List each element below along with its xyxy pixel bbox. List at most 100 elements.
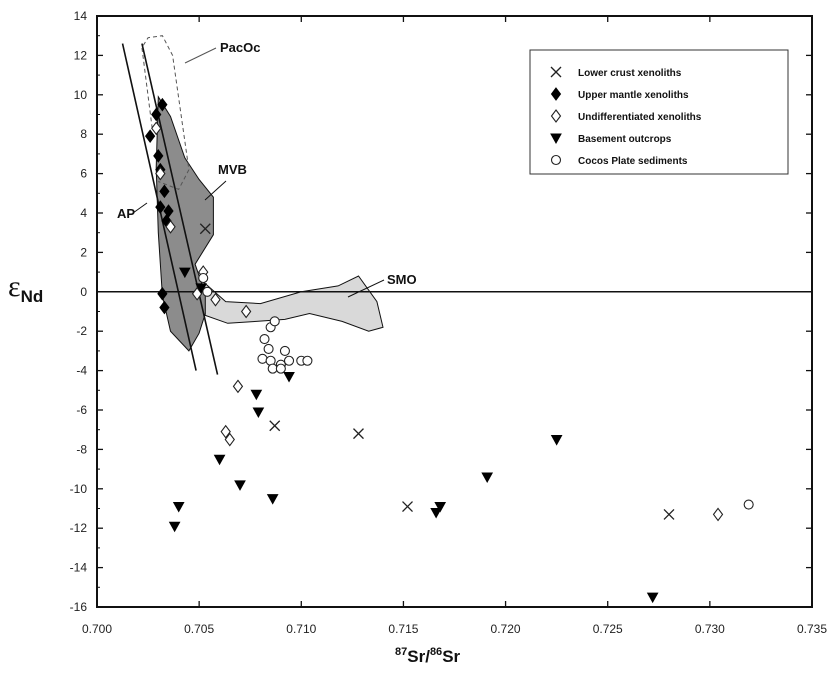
y-axis-label-sub: Nd <box>20 287 44 306</box>
series-1 <box>144 97 174 315</box>
point-s0-3 <box>402 501 413 512</box>
point-s2-7 <box>232 379 244 394</box>
y-tick-label-12: -10 <box>70 482 88 496</box>
point-s3-0 <box>178 267 191 279</box>
axes: 14 12 10 8 6 4 2 0 -2 -4 -6 -8 -10 -12 -14 -16 0.700 0.70… <box>70 9 828 636</box>
point-s4-15 <box>743 499 754 510</box>
point-s4-2 <box>259 334 270 345</box>
smo-leader <box>347 279 385 298</box>
point-s4-9 <box>302 355 313 366</box>
y-tick-label-9: -4 <box>76 364 87 378</box>
point-s1-10 <box>159 300 170 315</box>
point-s0-0 <box>199 223 211 235</box>
point-s3-5 <box>213 454 226 466</box>
point-s0-1-stroke-b <box>269 420 281 432</box>
point-s1-2 <box>144 129 156 144</box>
legend-marker-0 <box>550 66 562 78</box>
point-s1-1 <box>151 107 162 122</box>
x-tick-label-7: 0.735 <box>797 622 827 636</box>
legend-label-0: Lower crust xenoliths <box>578 68 682 79</box>
y-tick-label-10: -6 <box>76 403 87 417</box>
legend-marker-3 <box>550 133 562 145</box>
point-s4-0 <box>198 272 209 284</box>
x-axis-label-t2: Sr <box>442 647 461 666</box>
y-tick-label-8: -2 <box>76 324 87 338</box>
point-s4-13 <box>269 316 280 327</box>
point-s3-10 <box>434 502 447 513</box>
y-tick-label-4: 6 <box>80 167 87 181</box>
x-tick-label-2: 0.710 <box>286 622 316 636</box>
region-label-pacoc: PacOc <box>220 40 260 55</box>
legend-markers <box>550 66 562 166</box>
point-s3-7 <box>168 521 181 533</box>
region-label-ap: AP <box>117 206 135 221</box>
point-s3-11 <box>430 507 442 519</box>
smo-field <box>200 275 384 332</box>
y-tick-label-14: -14 <box>70 561 88 575</box>
series-3 <box>168 267 659 604</box>
point-s4-11 <box>275 363 286 374</box>
point-s3-13 <box>550 435 563 446</box>
series-0 <box>199 223 675 520</box>
point-s3-14 <box>646 592 659 604</box>
x-axis-label-sup1: 87 <box>395 646 408 658</box>
y-tick-label-7: 0 <box>80 285 87 299</box>
point-s0-4 <box>663 508 675 520</box>
pacoc-leader <box>184 47 217 64</box>
ap-leader <box>132 202 148 214</box>
point-s3-9 <box>266 494 279 505</box>
legend: Lower crust xenoliths Upper mantle xenol… <box>529 49 789 175</box>
x-tick-label-4: 0.720 <box>491 622 521 636</box>
point-s0-2-stroke-b <box>353 428 364 440</box>
point-s2-10 <box>712 507 724 522</box>
point-s3-3 <box>250 389 263 401</box>
data-points <box>144 97 754 604</box>
series-4 <box>198 272 754 510</box>
point-s1-0 <box>157 97 168 112</box>
legend-label-1: Upper mantle xenoliths <box>578 90 689 101</box>
legend-label-3: Basement outcrops <box>578 134 672 145</box>
y-tick-label-1: 12 <box>74 48 88 62</box>
region-label-smo: SMO <box>387 272 417 287</box>
point-s1-9 <box>157 286 168 301</box>
point-s3-4 <box>252 407 265 418</box>
point-s4-3 <box>263 343 274 354</box>
y-tick-label-6: 2 <box>80 245 87 259</box>
point-s1-6 <box>155 200 166 214</box>
point-s2-6 <box>240 304 252 319</box>
x-tick-label-1: 0.705 <box>184 622 214 636</box>
x-tick-label-0: 0.700 <box>82 622 112 636</box>
point-s2-5 <box>210 292 221 307</box>
point-s0-2 <box>353 428 364 440</box>
legend-marker-1 <box>550 87 562 101</box>
y-tick-label-2: 10 <box>74 88 88 102</box>
y-tick-label-3: 8 <box>80 127 87 141</box>
legend-box <box>529 49 789 175</box>
point-s3-6 <box>172 502 185 513</box>
point-s0-1 <box>269 420 281 432</box>
point-s1-3 <box>153 149 164 163</box>
y-tick-label-0: 14 <box>74 9 88 23</box>
point-s0-0-stroke-b <box>199 223 211 235</box>
legend-marker-4 <box>550 154 562 166</box>
x-tick-label-3: 0.715 <box>388 622 418 636</box>
ap-line-right <box>141 43 219 375</box>
y-tick-label-13: -12 <box>70 521 88 535</box>
region-label-mvb: MVB <box>218 162 247 177</box>
point-s4-14 <box>279 345 290 356</box>
point-s3-8 <box>234 480 246 491</box>
region-labels: PacOc MVB AP SMO <box>117 40 417 287</box>
point-s1-5 <box>159 184 170 199</box>
x-tick-label-5: 0.725 <box>593 622 623 636</box>
point-s4-4 <box>257 353 268 364</box>
point-s0-3-stroke-b <box>402 501 413 512</box>
point-s2-0 <box>151 121 162 136</box>
legend-marker-0-stroke-b <box>550 66 562 78</box>
x-axis-label: 87Sr/86Sr <box>395 646 460 667</box>
point-s2-9 <box>224 432 235 447</box>
point-s2-1 <box>155 166 166 181</box>
legend-marker-2 <box>550 109 562 123</box>
x-tick-label-6: 0.730 <box>695 622 725 636</box>
point-s2-2 <box>165 219 176 234</box>
